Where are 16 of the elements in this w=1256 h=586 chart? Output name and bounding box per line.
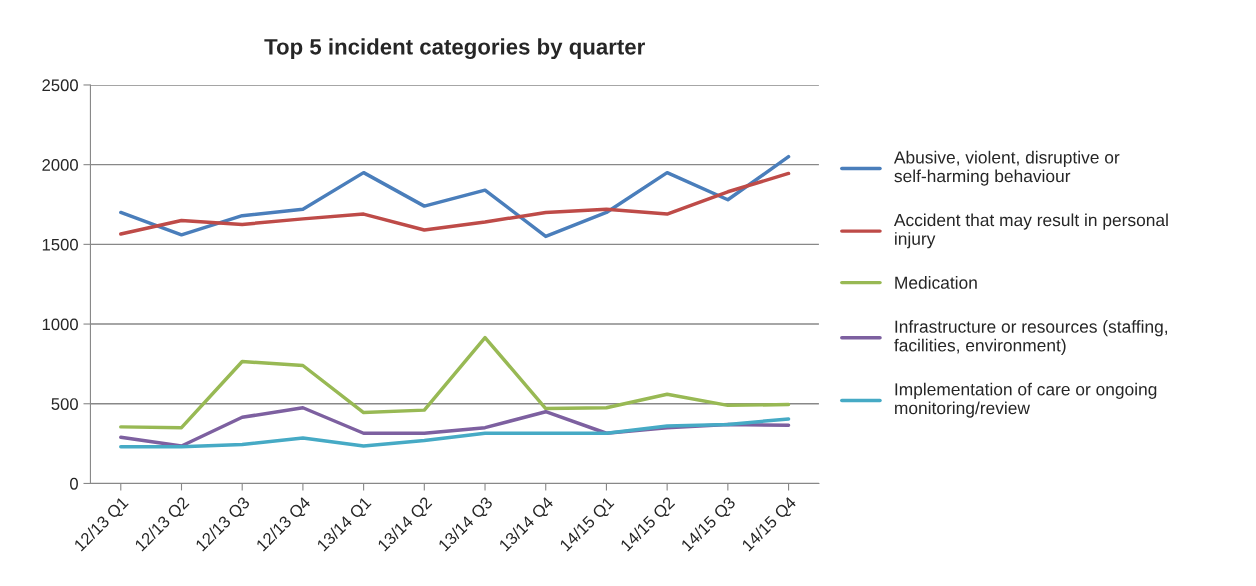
y-tick-label: 2000: [42, 159, 78, 171]
legend-label: Abusive, violent, disruptive or self-harming behaviour: [893, 150, 1120, 186]
legend-label: Infrastructure or resources (staffing, facilities, environment): [894, 320, 1168, 355]
y-tick-label: 1000: [42, 318, 78, 331]
y-tick-label: 1500: [42, 238, 78, 251]
chart-title: Top 5 incident categories by quarter: [264, 38, 645, 60]
y-tick-label: 2500: [42, 79, 78, 92]
y-tick-label: 500: [51, 398, 78, 410]
line-series: [119, 171, 791, 236]
legend-label: Medication: [895, 276, 977, 289]
line-series: [119, 335, 791, 430]
legend-label: Accident that may result in personal injury: [893, 213, 1168, 249]
line-series: [119, 154, 791, 239]
y-tick-label: 0: [70, 477, 78, 490]
legend-label: Implementation of care or ongoing monitoring/review: [895, 382, 1157, 418]
line-series: [119, 417, 791, 449]
